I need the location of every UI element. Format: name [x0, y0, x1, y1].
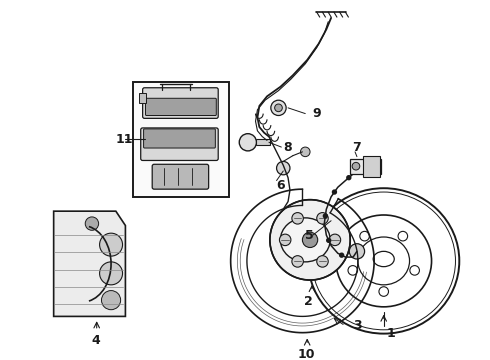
- Circle shape: [270, 200, 350, 280]
- FancyBboxPatch shape: [141, 128, 218, 161]
- Bar: [363, 156, 380, 177]
- FancyBboxPatch shape: [152, 164, 209, 189]
- FancyBboxPatch shape: [144, 129, 215, 148]
- Circle shape: [99, 233, 122, 256]
- Text: 10: 10: [297, 348, 315, 360]
- Text: 7: 7: [352, 140, 361, 154]
- Circle shape: [99, 262, 122, 285]
- Circle shape: [347, 176, 351, 180]
- Circle shape: [323, 214, 327, 218]
- Circle shape: [353, 252, 357, 256]
- Circle shape: [300, 147, 310, 157]
- Ellipse shape: [280, 218, 330, 262]
- Circle shape: [329, 234, 341, 246]
- Text: 3: 3: [353, 319, 362, 333]
- Polygon shape: [54, 211, 125, 316]
- Circle shape: [317, 213, 328, 224]
- FancyBboxPatch shape: [146, 98, 216, 116]
- Bar: [139, 94, 147, 103]
- Text: 9: 9: [312, 107, 320, 120]
- Text: 2: 2: [304, 294, 313, 307]
- Bar: [318, 258, 326, 264]
- Circle shape: [327, 238, 331, 242]
- Circle shape: [101, 291, 121, 310]
- Circle shape: [279, 234, 291, 246]
- Bar: [256, 139, 270, 145]
- Circle shape: [317, 256, 328, 267]
- Circle shape: [333, 190, 336, 194]
- Circle shape: [292, 256, 303, 267]
- Bar: [331, 237, 339, 243]
- Bar: [350, 158, 381, 174]
- Circle shape: [302, 232, 318, 248]
- Bar: [281, 237, 289, 243]
- Bar: [133, 82, 229, 197]
- Circle shape: [271, 100, 286, 116]
- Text: 5: 5: [305, 229, 314, 242]
- FancyBboxPatch shape: [143, 88, 218, 118]
- Bar: [294, 258, 301, 264]
- Circle shape: [239, 134, 256, 151]
- Circle shape: [292, 213, 303, 224]
- Circle shape: [276, 161, 290, 175]
- Circle shape: [275, 104, 282, 112]
- Text: 11: 11: [116, 133, 133, 146]
- Circle shape: [302, 232, 318, 248]
- Circle shape: [352, 162, 360, 170]
- Text: 6: 6: [276, 179, 285, 192]
- Text: 4: 4: [91, 334, 100, 347]
- Bar: [318, 215, 326, 221]
- Circle shape: [340, 253, 343, 257]
- Bar: [294, 215, 301, 221]
- Text: 8: 8: [283, 140, 292, 154]
- Circle shape: [85, 217, 98, 230]
- Circle shape: [349, 244, 365, 259]
- Text: 1: 1: [387, 327, 395, 340]
